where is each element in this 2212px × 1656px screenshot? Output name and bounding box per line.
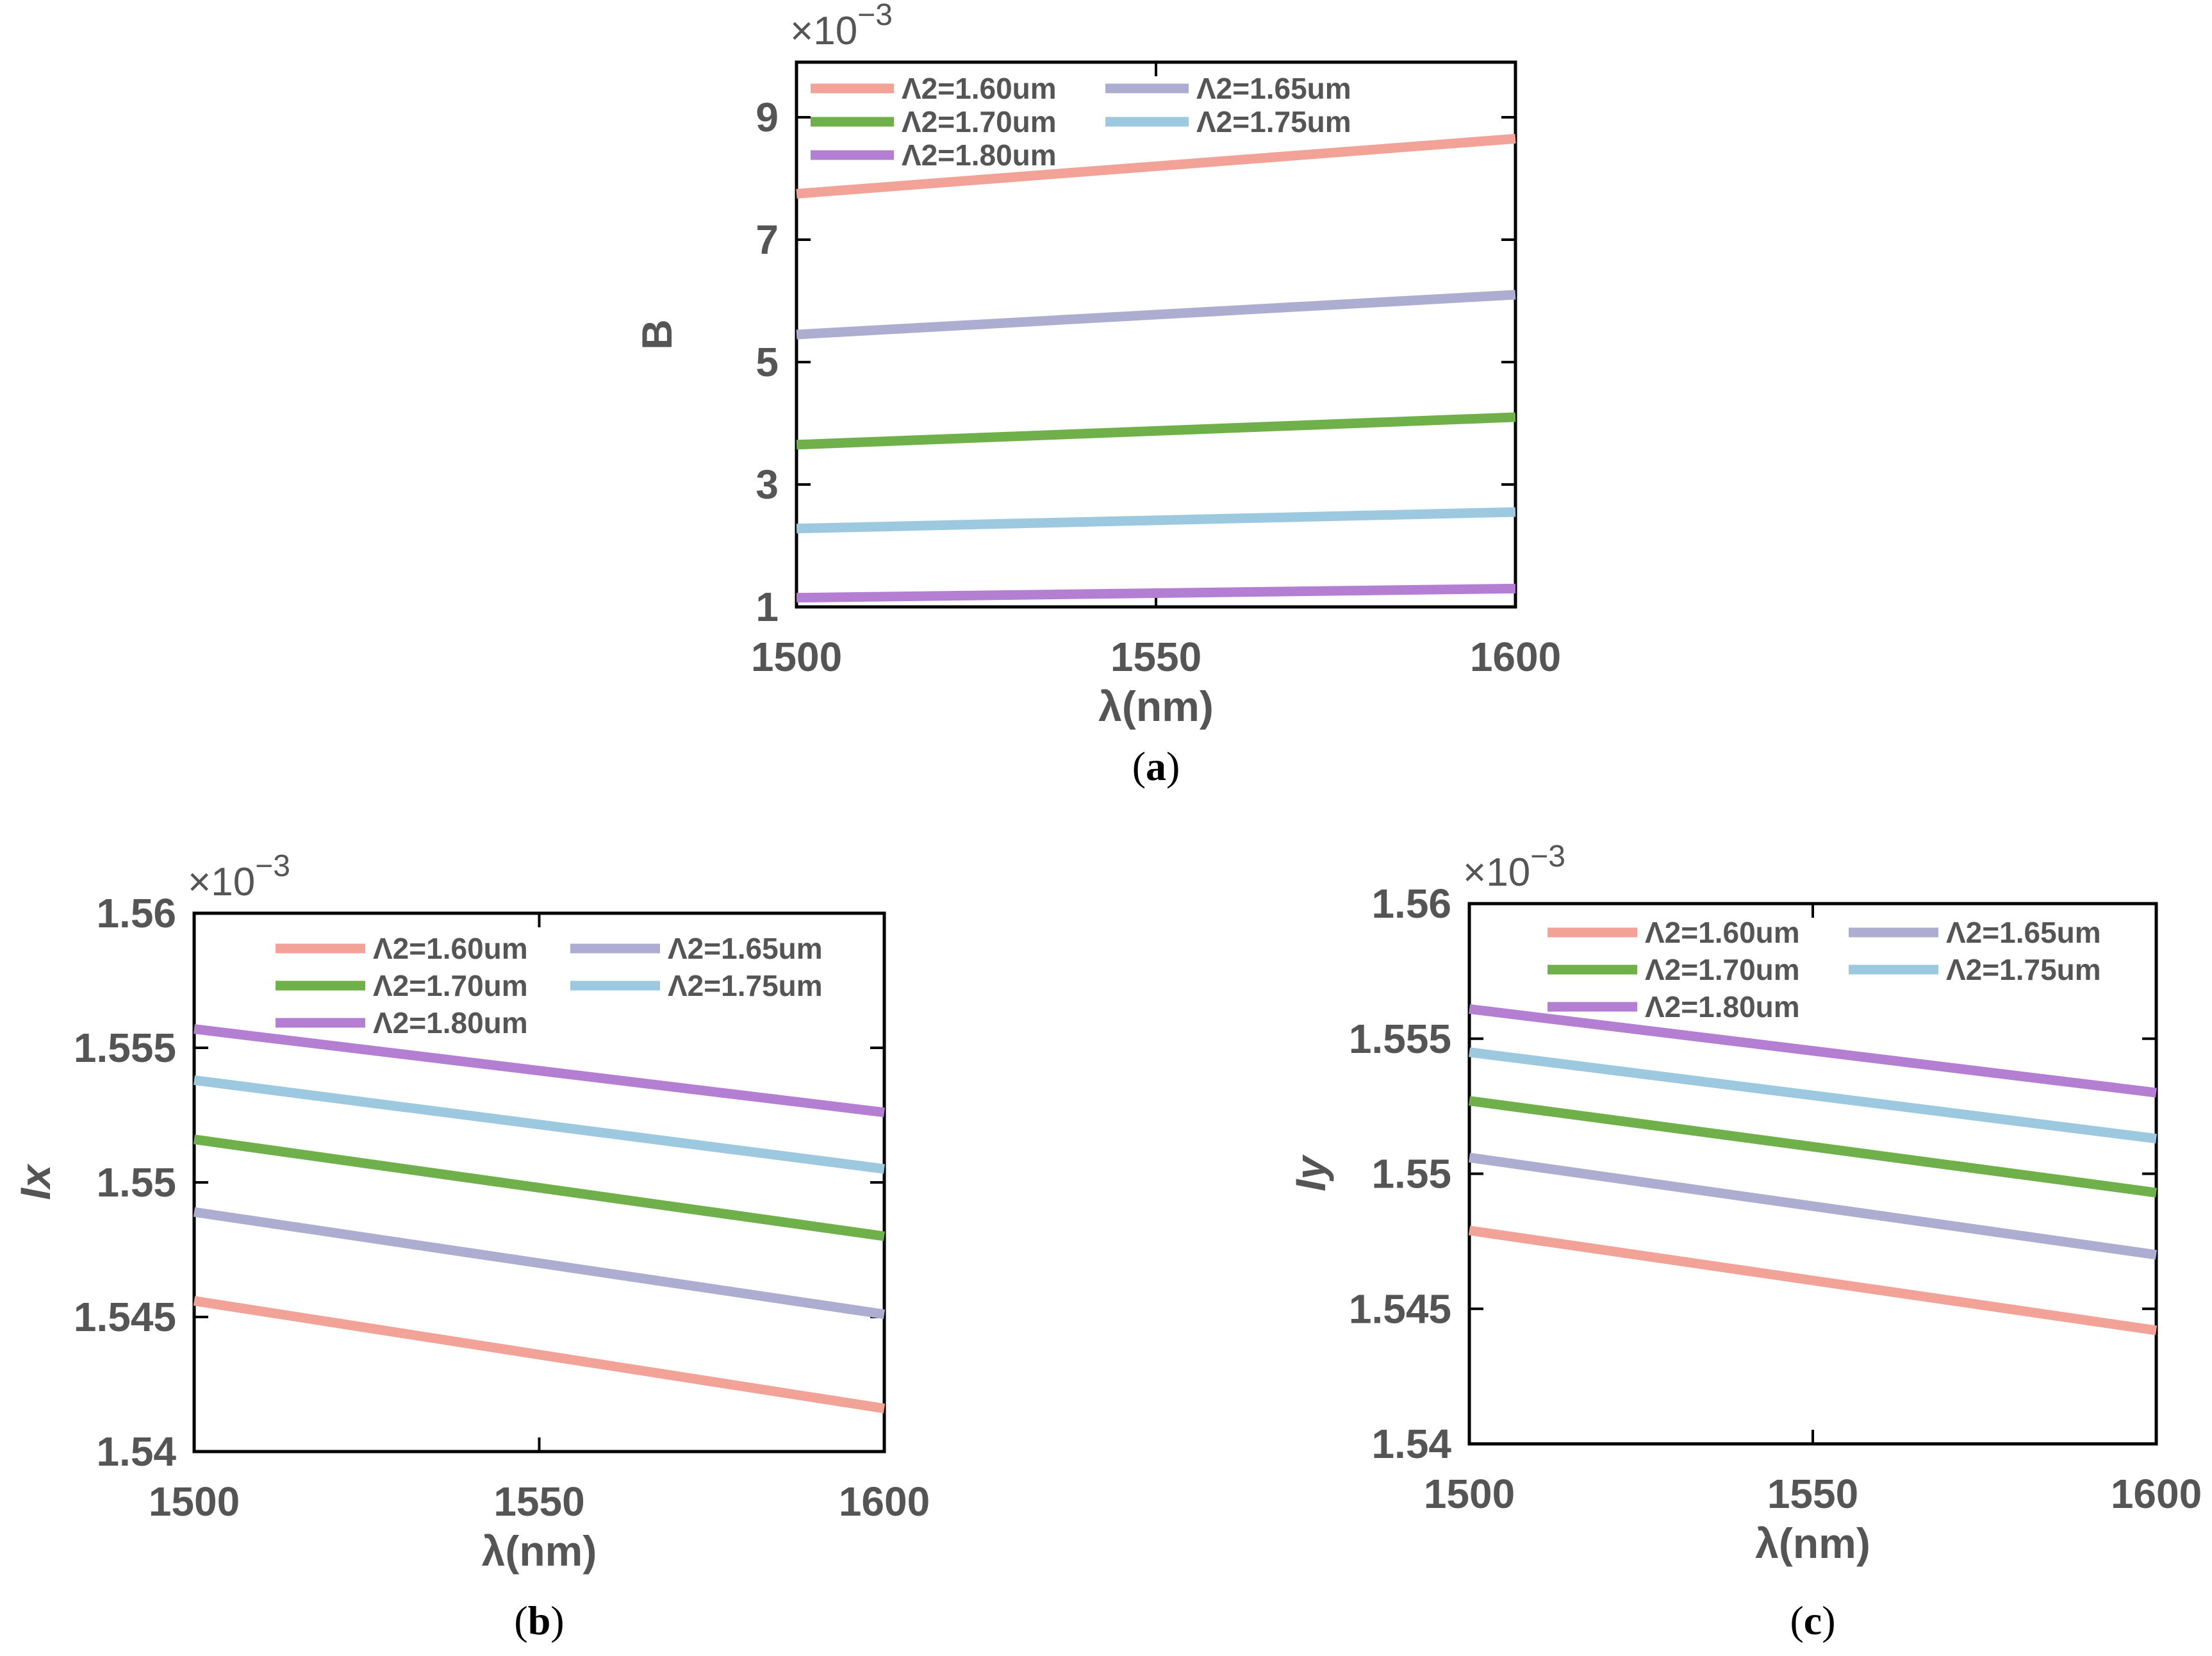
x-tick-label: 1600 bbox=[1470, 634, 1561, 680]
y-tick-label: 1.55 bbox=[96, 1159, 176, 1205]
y-tick-label: 1.545 bbox=[1349, 1286, 1451, 1332]
y-tick-label: 3 bbox=[755, 461, 779, 508]
series-line-1 bbox=[1468, 1225, 2158, 1336]
series-line-1 bbox=[796, 133, 1516, 199]
panel-caption-c: (c) bbox=[1790, 1598, 1835, 1643]
chart-b: 1500 1550 1600 1.54 1.545 1.55 1.555 1.56 ×10−3 λ… bbox=[12, 849, 930, 1643]
legend-label-1: Λ2=1.60um bbox=[1645, 916, 1800, 949]
series-line-3 bbox=[796, 412, 1516, 450]
y-axis-label: B bbox=[633, 319, 681, 350]
legend-label-4: Λ2=1.75um bbox=[668, 969, 823, 1002]
x-tick-label: 1500 bbox=[751, 634, 842, 680]
x-tick-label: 1500 bbox=[1424, 1471, 1515, 1517]
y-axis-label: Ix bbox=[12, 1163, 59, 1200]
x-tick-label: 1600 bbox=[839, 1478, 930, 1525]
y-tick-label: 9 bbox=[755, 94, 779, 140]
x-tick-label: 1550 bbox=[1767, 1471, 1858, 1517]
y-tick-label: 1.555 bbox=[74, 1025, 176, 1071]
series-line-4 bbox=[1469, 1047, 2157, 1144]
x-tick-label: 1550 bbox=[493, 1478, 584, 1525]
exponent-label: ×10−3 bbox=[188, 849, 290, 904]
series-line-5 bbox=[796, 583, 1516, 603]
x-tick-label: 1600 bbox=[2111, 1471, 2202, 1517]
y-tick-label: 1.56 bbox=[96, 890, 176, 936]
legend-label-5: Λ2=1.80um bbox=[373, 1006, 528, 1039]
exponent-label: ×10−3 bbox=[790, 0, 893, 53]
series-line-5 bbox=[1469, 1004, 2157, 1098]
y-tick-label: 1.545 bbox=[74, 1294, 176, 1340]
panel-caption-a: (a) bbox=[1132, 743, 1180, 789]
series-line-2 bbox=[193, 1207, 886, 1320]
series-line-4 bbox=[194, 1075, 885, 1174]
x-axis-label: λ(nm) bbox=[1098, 683, 1214, 730]
y-tick-label: 1.54 bbox=[1371, 1421, 1451, 1467]
y-tick-label: 1.56 bbox=[1371, 881, 1451, 927]
legend-label-3: Λ2=1.70um bbox=[373, 969, 528, 1002]
legend-label-5: Λ2=1.80um bbox=[902, 138, 1057, 172]
y-tick-label: 7 bbox=[755, 217, 779, 263]
legend-label-2: Λ2=1.65um bbox=[668, 932, 823, 965]
series-line-3 bbox=[1469, 1096, 2157, 1198]
legend-label-2: Λ2=1.65um bbox=[1196, 72, 1351, 105]
chart-c: 1500 1550 1600 1.54 1.545 1.55 1.555 1.56 ×10−3 λ… bbox=[1287, 840, 2202, 1643]
series-line-3 bbox=[193, 1134, 886, 1241]
x-tick-label: 1550 bbox=[1110, 634, 1201, 680]
series-line-2 bbox=[1468, 1152, 2158, 1260]
x-axis-label: λ(nm) bbox=[482, 1527, 597, 1575]
legend-label-5: Λ2=1.80um bbox=[1645, 990, 1800, 1023]
exponent-label: ×10−3 bbox=[1463, 840, 1565, 895]
y-tick-label: 1.555 bbox=[1349, 1016, 1451, 1062]
legend-label-3: Λ2=1.70um bbox=[1645, 953, 1800, 986]
series-line-1 bbox=[193, 1296, 886, 1414]
y-tick-label: 1.54 bbox=[96, 1428, 176, 1475]
legend-label-2: Λ2=1.65um bbox=[1946, 916, 2101, 949]
series-line-4 bbox=[796, 507, 1516, 534]
y-tick-label: 1 bbox=[755, 584, 779, 630]
series-line-2 bbox=[796, 290, 1516, 340]
y-axis-label: Iy bbox=[1287, 1154, 1334, 1191]
legend-label-1: Λ2=1.60um bbox=[902, 72, 1057, 105]
legend-label-1: Λ2=1.60um bbox=[373, 932, 528, 965]
panel-caption-b: (b) bbox=[514, 1598, 564, 1643]
legend-label-4: Λ2=1.75um bbox=[1946, 953, 2101, 986]
x-axis-label: λ(nm) bbox=[1755, 1519, 1870, 1567]
series-line-5 bbox=[194, 1024, 885, 1118]
x-tick-label: 1500 bbox=[149, 1478, 240, 1525]
legend-label-3: Λ2=1.70um bbox=[902, 105, 1057, 138]
y-tick-label: 5 bbox=[755, 339, 779, 385]
legend-label-4: Λ2=1.75um bbox=[1196, 105, 1351, 138]
y-tick-label: 1.55 bbox=[1371, 1151, 1451, 1197]
